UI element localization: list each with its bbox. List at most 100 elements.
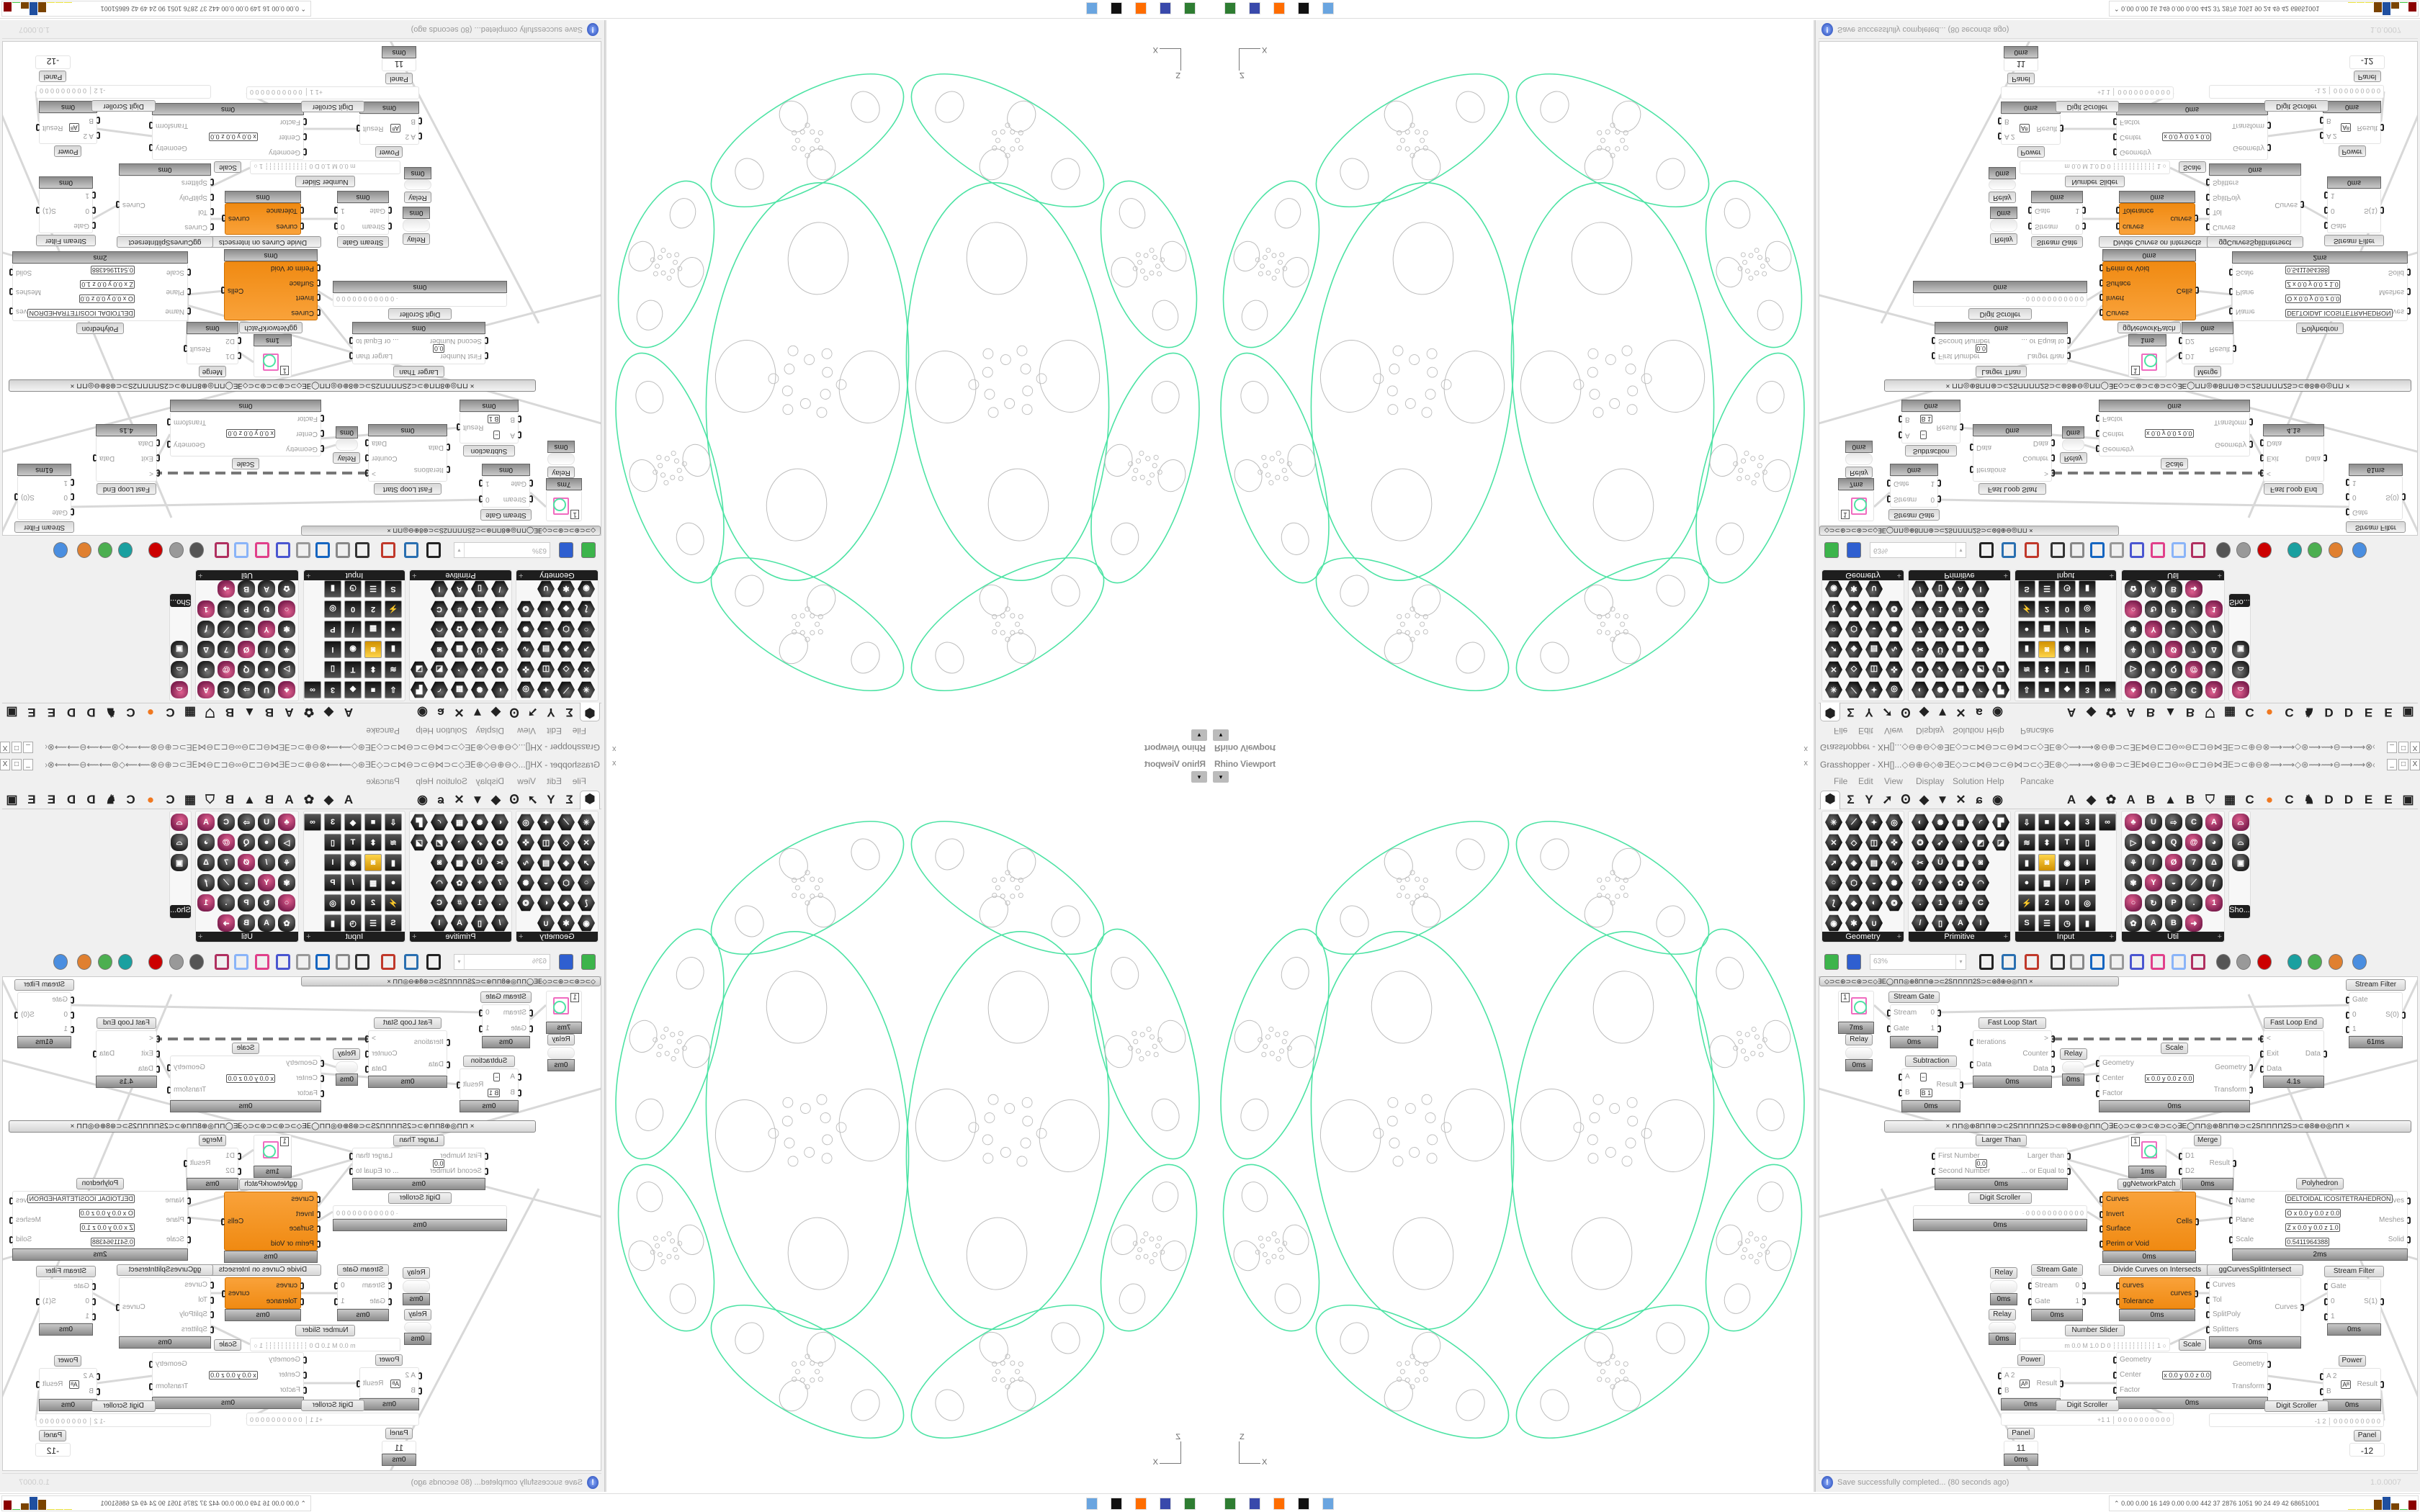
- component-icon[interactable]: ✪: [1912, 661, 1929, 678]
- tab-7[interactable]: ⛉: [205, 706, 215, 719]
- menu-view[interactable]: View: [517, 776, 536, 786]
- component-icon[interactable]: ▮: [2018, 641, 2035, 658]
- output-counter[interactable]: Counter: [372, 1049, 398, 1058]
- output-grip[interactable]: [14, 1011, 18, 1019]
- value-box[interactable]: Aᴮ: [390, 124, 401, 133]
- output-grip[interactable]: [2323, 1050, 2327, 1058]
- component-icon[interactable]: A: [2145, 914, 2162, 932]
- input-grip[interactable]: [92, 1298, 96, 1305]
- relay-component[interactable]: [547, 453, 575, 465]
- tab-8[interactable]: ▦: [2223, 793, 2236, 806]
- component-icon[interactable]: ◆: [557, 894, 575, 912]
- input-b[interactable]: B: [2326, 116, 2331, 125]
- package-icon[interactable]: [255, 542, 269, 558]
- input-splitters[interactable]: Splitters: [181, 179, 207, 187]
- gha-icon[interactable]: [2090, 954, 2105, 970]
- component-icon[interactable]: ▣: [171, 854, 188, 871]
- input-geometry[interactable]: Geometry: [2102, 1059, 2134, 1068]
- polyhedron-component[interactable]: NamePlaneScaleCurvesMeshesSolidDELTOIDAL…: [9, 264, 191, 321]
- value-box[interactable]: 0.0: [432, 1159, 445, 1168]
- output-grip[interactable]: [9, 288, 13, 295]
- swatch-component[interactable]: 1: [1838, 490, 1874, 521]
- stream-filter-component[interactable]: Gate 0 1 S(0): [14, 992, 74, 1036]
- firefox-icon[interactable]: [1273, 2, 1285, 14]
- sphere-half-icon[interactable]: [2329, 954, 2343, 970]
- output-grip[interactable]: [1960, 1081, 1963, 1089]
- zoom-combo[interactable]: 63% ▾: [454, 954, 550, 970]
- input-grip[interactable]: [1899, 415, 1902, 423]
- input-grip[interactable]: [321, 1089, 324, 1097]
- output-grip[interactable]: [221, 287, 225, 294]
- input-b[interactable]: B: [510, 415, 515, 423]
- close-button[interactable]: X: [2410, 742, 2420, 753]
- stream-filter-component[interactable]: Gate 0 1 S(0): [14, 476, 74, 520]
- input-grip[interactable]: [187, 307, 191, 315]
- input-first-number[interactable]: First Number: [1938, 1151, 1980, 1160]
- input-d2[interactable]: D2: [2185, 337, 2195, 346]
- menu-help[interactable]: Help: [416, 776, 434, 786]
- output-grip[interactable]: [2051, 1035, 2055, 1043]
- input-grip[interactable]: [2320, 132, 2323, 140]
- component-icon[interactable]: ▮: [2079, 580, 2096, 598]
- component-icon[interactable]: I: [2079, 854, 2096, 871]
- output-curves[interactable]: Curves: [122, 201, 145, 209]
- cluster-bar[interactable]: × ⊓⊓◎⊕8⊓⊓⊛⊃⊂2S⊓⊓⊓⊓2S⊃⊂⊛8⊕⊖◎⊓⊓◯∃E◇⊃⊂⊛⊃⊂⊛⊃…: [1884, 1120, 2411, 1133]
- component-caption[interactable]: Relay: [1990, 1267, 2017, 1279]
- component-icon[interactable]: P: [238, 600, 255, 618]
- output-s-1-[interactable]: S(1): [2364, 1297, 2378, 1305]
- component-icon[interactable]: ●: [2018, 621, 2035, 638]
- save-floppy-icon[interactable]: [1160, 2, 1171, 14]
- component-icon[interactable]: ⌓: [171, 661, 188, 678]
- component-icon[interactable]: ▷: [2125, 834, 2142, 851]
- component-value[interactable]: x 0.0 y 0.0 z 0.0: [2145, 1074, 2194, 1083]
- palette-group-label[interactable]: Input +: [304, 932, 405, 942]
- output-transform[interactable]: Transform: [2231, 1382, 2264, 1390]
- component-icon[interactable]: ◉: [1825, 914, 1842, 932]
- palette-group-label[interactable]: Input +: [2015, 932, 2116, 942]
- input-grip[interactable]: [388, 1282, 392, 1290]
- component-icon[interactable]: ◙: [2038, 854, 2056, 871]
- component-icon[interactable]: +: [471, 621, 488, 638]
- component-value[interactable]: B 1: [487, 415, 501, 423]
- component-icon[interactable]: ⚘: [278, 641, 295, 658]
- digit-scroller-component[interactable]: -1 2 │ 0 0 0 0 0 0 0 0 0: [36, 85, 211, 99]
- input-gate[interactable]: Gate: [52, 508, 68, 516]
- component-icon[interactable]: I: [324, 641, 341, 658]
- component-caption[interactable]: Panel: [2353, 1430, 2381, 1441]
- component-caption[interactable]: Fast Loop End: [2264, 1017, 2323, 1029]
- input-gate[interactable]: Gate: [2035, 207, 2051, 215]
- input-grip[interactable]: [2096, 444, 2099, 452]
- component-caption[interactable]: Relay: [404, 1309, 431, 1320]
- search-icon[interactable]: [2130, 954, 2144, 970]
- preview-eye-icon[interactable]: [404, 954, 418, 970]
- input-grip[interactable]: [2116, 1282, 2120, 1290]
- component-icon[interactable]: ◎: [517, 681, 534, 698]
- input-grip[interactable]: [2324, 221, 2328, 229]
- component-icon[interactable]: ▦: [2038, 874, 2056, 891]
- component-icon[interactable]: ✱: [1845, 580, 1863, 598]
- params-tab[interactable]: ⬢: [1820, 703, 1840, 721]
- output-grip[interactable]: [2267, 1382, 2271, 1390]
- input-grip[interactable]: [156, 1035, 160, 1043]
- component-icon[interactable]: ◫: [1865, 834, 1883, 851]
- input-tol[interactable]: Tol: [2213, 208, 2222, 217]
- wires-icon[interactable]: [2191, 954, 2205, 970]
- input-1[interactable]: 1: [2352, 1025, 2357, 1033]
- component-icon[interactable]: ▮: [2018, 854, 2035, 871]
- input-grip[interactable]: [210, 1296, 214, 1304]
- output-grip[interactable]: [2380, 1298, 2384, 1305]
- input-scale[interactable]: Scale: [166, 269, 184, 277]
- input-gate[interactable]: Gate: [369, 207, 385, 215]
- panel-value[interactable]: -12: [2360, 57, 2374, 66]
- component-icon[interactable]: ⟅: [1825, 600, 1842, 618]
- component-icon[interactable]: ✺: [471, 814, 488, 831]
- component-icon[interactable]: ◒: [1865, 621, 1883, 638]
- preview-eye-icon[interactable]: [404, 542, 418, 558]
- digit-scroller-component[interactable]: +1 1 │ 0 0 0 0 0 0 0 0 0 0: [246, 1413, 419, 1426]
- value-box[interactable]: x 0.0 y 0.0 z 0.0: [209, 1371, 258, 1380]
- component-icon[interactable]: ▤: [1865, 854, 1883, 871]
- input-grip[interactable]: [529, 1009, 533, 1017]
- preview-selected-icon[interactable]: [148, 954, 163, 970]
- component-icon[interactable]: ◷: [2058, 580, 2076, 598]
- bake-icon[interactable]: [355, 542, 369, 558]
